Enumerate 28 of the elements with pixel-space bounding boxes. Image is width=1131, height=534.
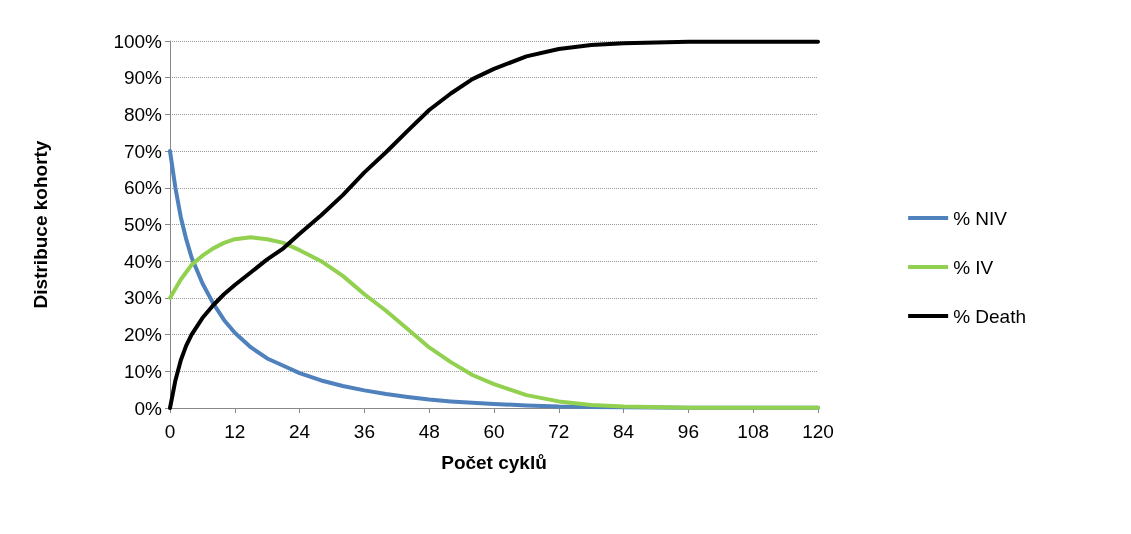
x-tick-label: 60 xyxy=(483,421,505,442)
y-tick-label: 20% xyxy=(123,324,163,346)
line-series xyxy=(168,39,820,410)
x-tick-label: 96 xyxy=(677,421,699,442)
y-tick-label: 100% xyxy=(113,30,163,52)
y-axis-title: Distribuce kohorty xyxy=(30,140,51,309)
y-tick-label: 60% xyxy=(123,177,163,199)
y-tick-label: 10% xyxy=(123,360,163,382)
x-tick-label: 36 xyxy=(353,421,375,442)
x-axis-title: Počet cyklů xyxy=(441,452,547,473)
y-tick-label: 0% xyxy=(134,397,163,419)
x-tick-label: 72 xyxy=(548,421,570,442)
x-tick-label: 24 xyxy=(289,421,311,442)
y-tick-label: 90% xyxy=(123,67,163,89)
x-tick-label: 0 xyxy=(164,421,176,442)
legend-label: % IV xyxy=(953,256,994,278)
y-tick-label: 40% xyxy=(123,250,163,272)
x-tick-label: 108 xyxy=(737,421,770,442)
y-tick-label: 70% xyxy=(123,140,163,162)
y-tick-label: 50% xyxy=(123,214,163,235)
x-tick-label: 120 xyxy=(802,421,834,442)
legend-label: % Death xyxy=(953,305,1026,327)
y-tick-label: 80% xyxy=(123,103,163,125)
y-tick-label: 30% xyxy=(123,287,163,309)
legend-label: % NIV xyxy=(953,207,1008,229)
x-tick-label: 48 xyxy=(418,421,440,442)
x-tick-label: 84 xyxy=(613,421,635,442)
x-tick-label: 12 xyxy=(224,421,246,442)
